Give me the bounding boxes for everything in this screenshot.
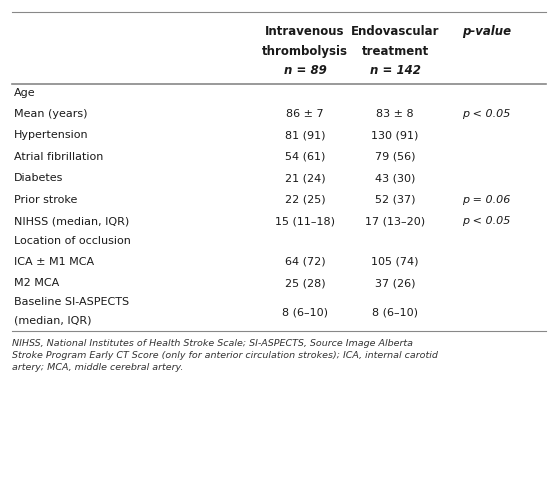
Text: Diabetes: Diabetes [14, 173, 63, 183]
Text: 8 (6–10): 8 (6–10) [372, 307, 418, 318]
Text: 25 (28): 25 (28) [285, 278, 325, 288]
Text: 130 (91): 130 (91) [371, 130, 419, 140]
Text: n = 89: n = 89 [284, 64, 326, 77]
Text: 54 (61): 54 (61) [285, 152, 325, 162]
Text: NIHSS, National Institutes of Health Stroke Scale; SI-ASPECTS, Source Image Albe: NIHSS, National Institutes of Health Str… [12, 339, 438, 371]
Text: NIHSS (median, IQR): NIHSS (median, IQR) [14, 216, 129, 226]
Text: 8 (6–10): 8 (6–10) [282, 307, 328, 318]
Text: 83 ± 8: 83 ± 8 [376, 109, 414, 119]
Text: 81 (91): 81 (91) [285, 130, 325, 140]
Text: Intravenous: Intravenous [265, 25, 345, 38]
Text: M2 MCA: M2 MCA [14, 278, 59, 288]
Text: 21 (24): 21 (24) [285, 173, 325, 183]
Text: 86 ± 7: 86 ± 7 [286, 109, 324, 119]
Text: 15 (11–18): 15 (11–18) [275, 216, 335, 226]
Text: p < 0.05: p < 0.05 [462, 216, 510, 226]
Text: 43 (30): 43 (30) [375, 173, 415, 183]
Text: Age: Age [14, 88, 36, 99]
Text: 17 (13–20): 17 (13–20) [365, 216, 425, 226]
Text: p = 0.06: p = 0.06 [462, 195, 510, 205]
Text: 79 (56): 79 (56) [375, 152, 415, 162]
Text: thrombolysis: thrombolysis [262, 44, 348, 58]
Text: Endovascular: Endovascular [351, 25, 439, 38]
Text: n = 142: n = 142 [370, 64, 420, 77]
Text: p < 0.05: p < 0.05 [462, 109, 510, 119]
Text: Mean (years): Mean (years) [14, 109, 87, 119]
Text: Hypertension: Hypertension [14, 130, 88, 140]
Text: Prior stroke: Prior stroke [14, 195, 77, 205]
Text: Location of occlusion: Location of occlusion [14, 237, 131, 246]
Text: (median, IQR): (median, IQR) [14, 316, 92, 325]
Text: 22 (25): 22 (25) [285, 195, 325, 205]
Text: p-value: p-value [462, 25, 511, 38]
Text: Atrial fibrillation: Atrial fibrillation [14, 152, 103, 162]
Text: Baseline SI-ASPECTS: Baseline SI-ASPECTS [14, 297, 129, 307]
Text: ICA ± M1 MCA: ICA ± M1 MCA [14, 257, 94, 267]
Text: 37 (26): 37 (26) [375, 278, 415, 288]
Text: 105 (74): 105 (74) [371, 257, 419, 267]
Text: treatment: treatment [361, 44, 429, 58]
Text: 52 (37): 52 (37) [375, 195, 415, 205]
Text: 64 (72): 64 (72) [285, 257, 325, 267]
